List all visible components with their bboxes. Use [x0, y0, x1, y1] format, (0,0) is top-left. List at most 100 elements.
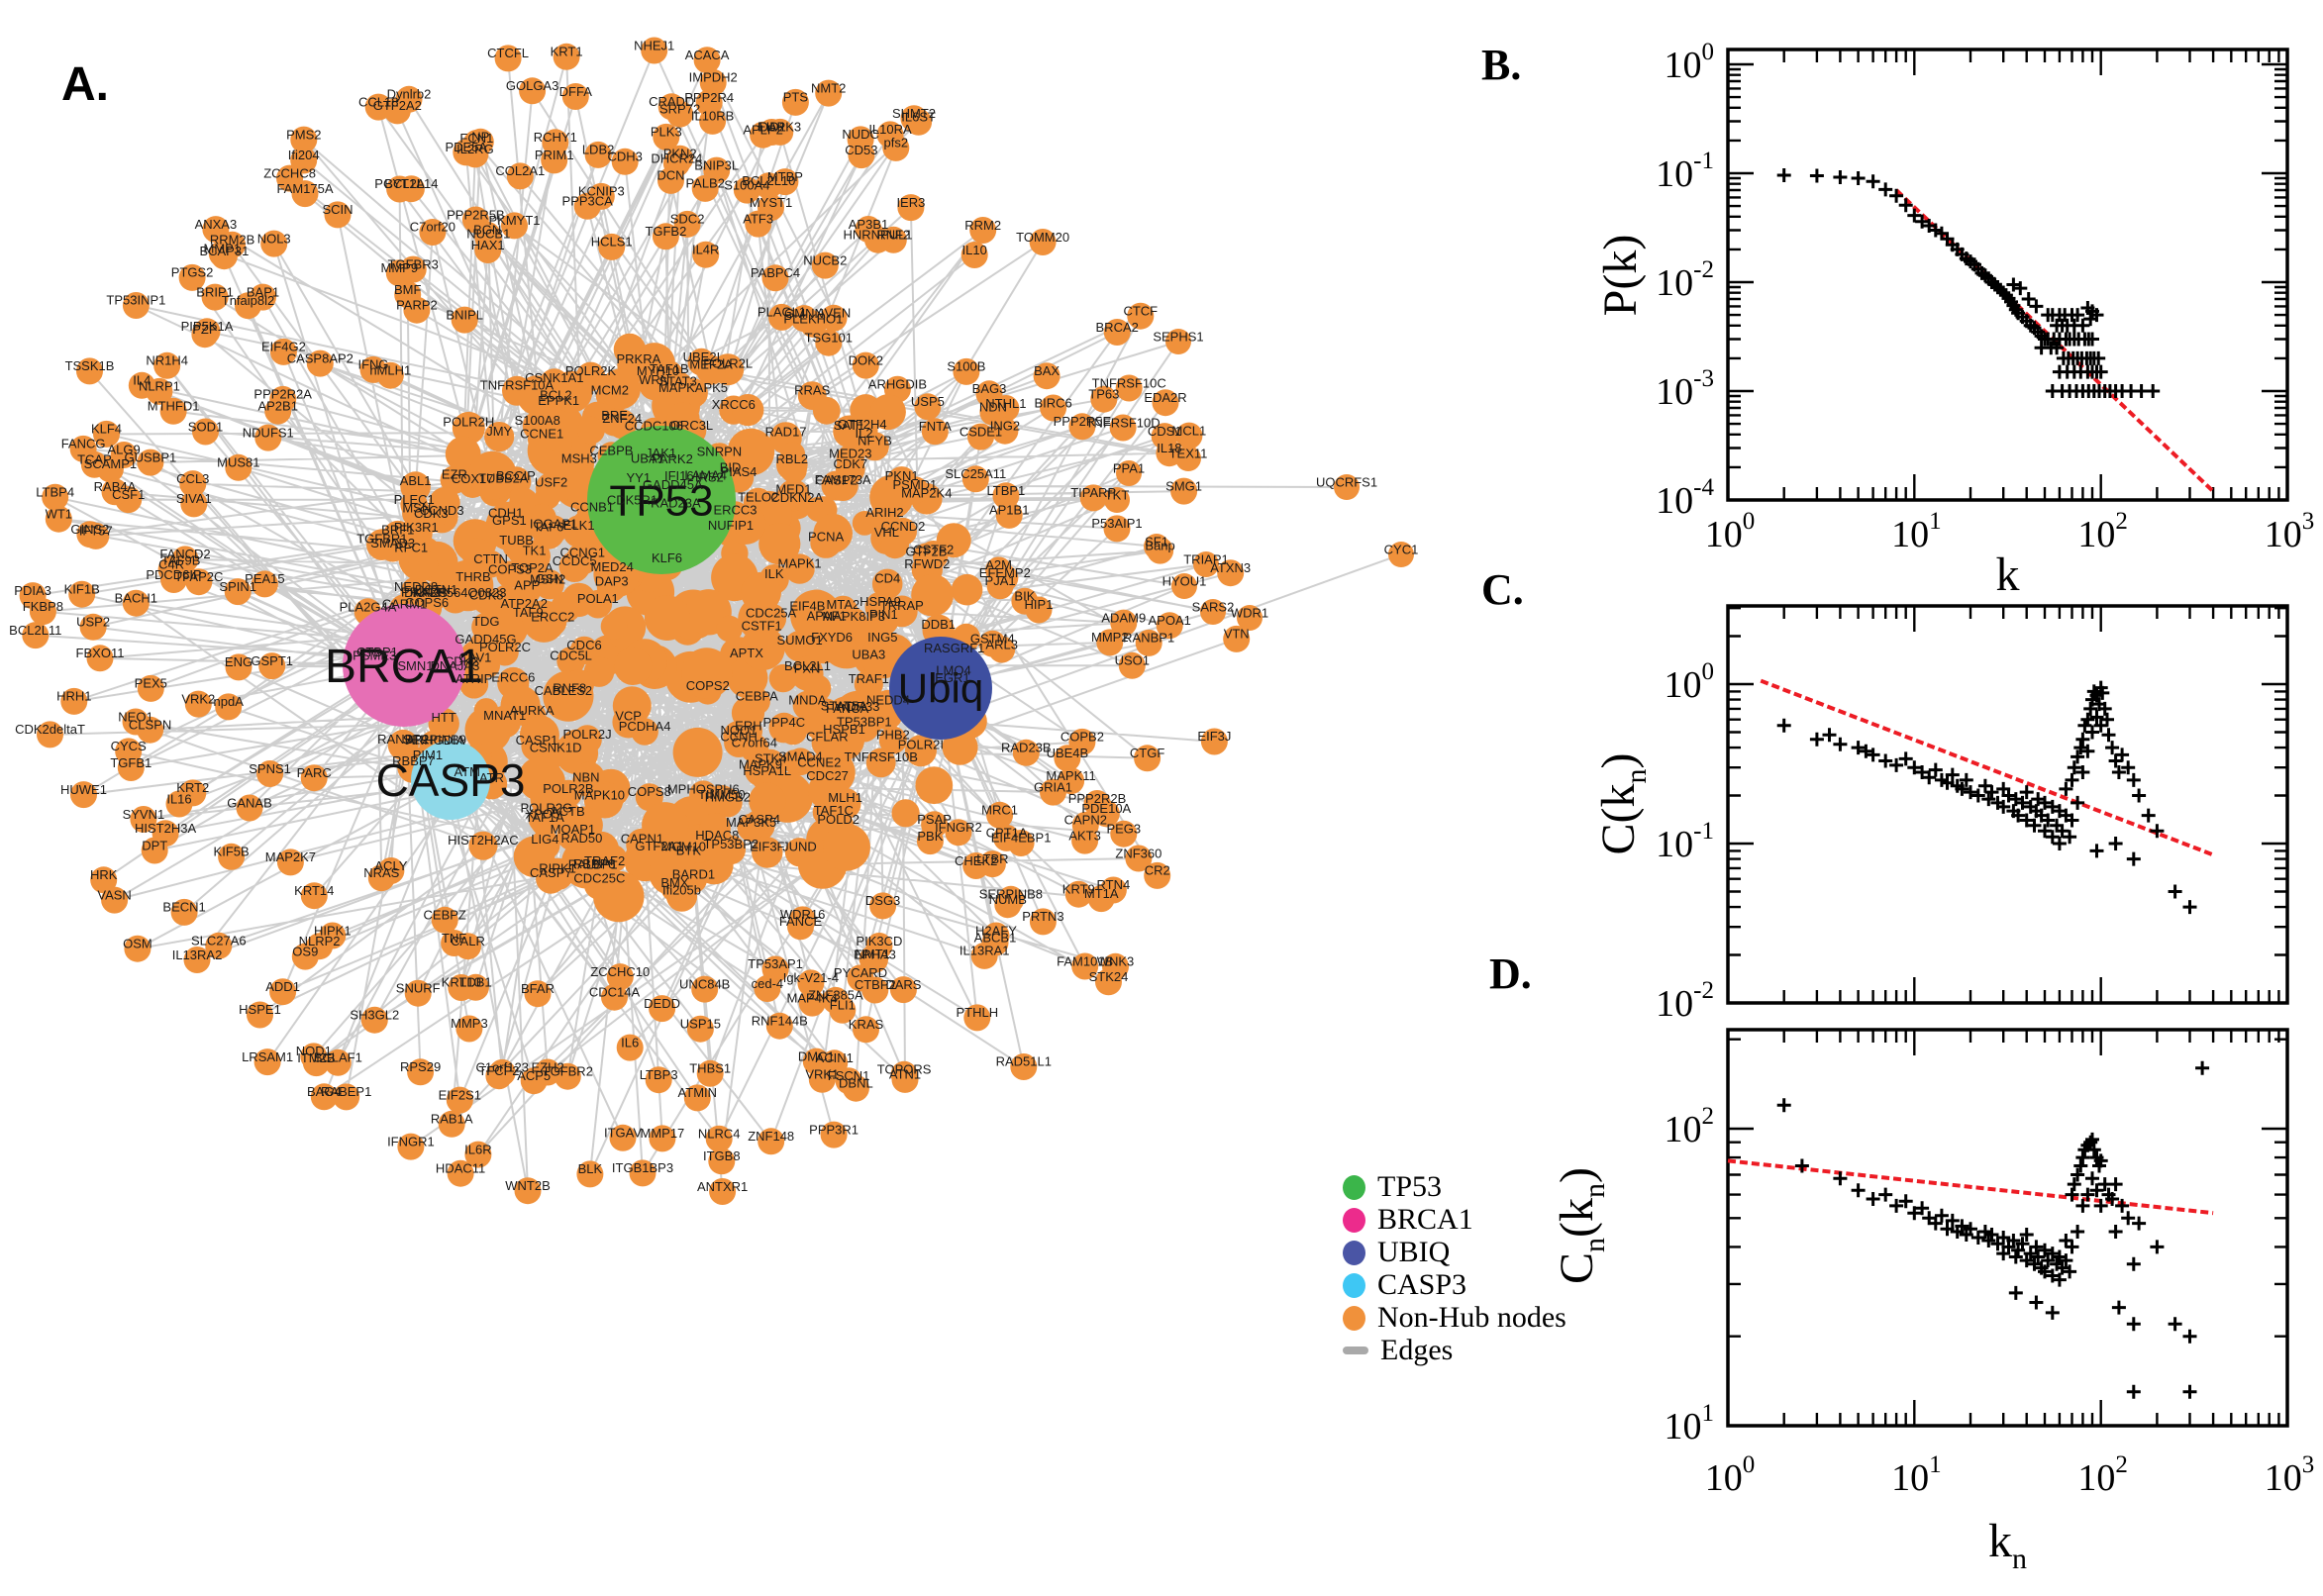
- node-label: MUS81: [217, 455, 259, 470]
- node-label: ANXA3: [195, 217, 238, 232]
- panel-b-label: B.: [1481, 41, 1522, 89]
- network-node-unlabeled: [560, 838, 612, 889]
- network-node: [784, 553, 815, 584]
- network-node-unlabeled: [781, 749, 807, 774]
- node-label: RIPK1: [539, 860, 576, 875]
- node-label: APTX: [730, 646, 763, 660]
- network-node: [969, 217, 997, 244]
- node-label: PPP4C: [762, 715, 805, 730]
- network-node: [815, 79, 843, 107]
- network-node: [1110, 609, 1138, 637]
- network-node: [1156, 612, 1183, 640]
- node-label: COPS6: [405, 595, 449, 610]
- node-label: RABEP1: [321, 1084, 371, 1099]
- node-label: PPP3CA: [562, 194, 614, 209]
- axis-title: kn: [1988, 1515, 2027, 1575]
- node-label: MAPKAPK5: [658, 380, 728, 395]
- network-node: [1033, 362, 1060, 390]
- network-node: [554, 1062, 581, 1090]
- node-label: Dynlrb2: [387, 87, 432, 102]
- node-label: HDAC11: [436, 1161, 485, 1176]
- node-label: NFYB: [858, 434, 892, 449]
- network-node: [1193, 551, 1219, 577]
- node-label: APAF1: [807, 608, 847, 623]
- network-node: [1092, 800, 1120, 828]
- node-label: SMAD3: [370, 536, 415, 550]
- hub-node-casp3: [411, 741, 490, 820]
- network-node: [978, 630, 1006, 657]
- node-label: KRAS: [849, 1017, 884, 1032]
- node-label: DBNL: [839, 1076, 873, 1091]
- node-label: BGN: [473, 223, 501, 238]
- node-label: BAG3: [972, 381, 1007, 396]
- node-label: TAF6: [533, 520, 563, 535]
- network-node-unlabeled: [731, 696, 765, 730]
- node-label: CARM1: [382, 597, 428, 612]
- node-label: COPS3: [488, 562, 532, 577]
- node-label: BCL2L10: [742, 173, 795, 188]
- network-node: [447, 1159, 474, 1187]
- node-label: CSDE1: [960, 424, 1002, 439]
- node-label: TNFRSF10C: [1092, 375, 1166, 390]
- network-node-unlabeled: [681, 648, 733, 699]
- network-node: [997, 885, 1025, 913]
- network-node-unlabeled: [518, 756, 563, 802]
- node-label: CTTN: [473, 551, 508, 566]
- node-label: STAT3: [658, 373, 697, 388]
- node-label: GSTM4: [970, 632, 1015, 647]
- node-label: GTF2H4: [838, 417, 887, 432]
- node-label: NOD1: [296, 1044, 332, 1058]
- node-label: XRCC6: [712, 397, 756, 412]
- network-node: [864, 591, 896, 623]
- axis-title: k: [1996, 549, 2020, 601]
- node-label: ADAM9: [1101, 610, 1146, 625]
- network-node: [453, 139, 480, 166]
- legend-item-casp3: CASP3: [1343, 1268, 1566, 1301]
- node-label: MAP2K7: [265, 849, 316, 864]
- node-label: TRRAP: [880, 598, 924, 613]
- node-label: TEX11: [1169, 446, 1208, 460]
- node-label: ENG: [225, 654, 252, 669]
- node-label: BNIPL: [446, 307, 483, 322]
- node-label: WNT2B: [505, 1178, 551, 1193]
- node-label: CALR: [451, 934, 485, 948]
- network-node: [1156, 440, 1183, 467]
- network-node: [208, 240, 236, 267]
- panel-d-label: D.: [1489, 949, 1532, 998]
- node-label: ERH: [735, 719, 761, 734]
- node-label: BIK: [1014, 589, 1035, 604]
- node-label: NUDC: [842, 127, 879, 142]
- network-node: [1102, 952, 1129, 980]
- network-node: [324, 201, 352, 229]
- network-node: [799, 310, 827, 338]
- node-label: MEF2A: [689, 357, 733, 372]
- network-node: [601, 983, 628, 1011]
- node-label: CCNE1: [520, 427, 563, 442]
- node-label: USO1: [1115, 653, 1150, 668]
- network-node: [889, 976, 917, 1004]
- network-node: [611, 148, 639, 175]
- network-node: [254, 424, 282, 451]
- node-label: PIN1: [869, 607, 898, 622]
- network-node: [218, 843, 246, 870]
- network-node-unlabeled: [522, 600, 565, 643]
- node-label: UBA3: [852, 647, 885, 661]
- node-label: VASN: [97, 887, 131, 902]
- node-label: RANBP1: [1123, 631, 1174, 646]
- network-node: [993, 824, 1021, 851]
- network-node-unlabeled: [464, 706, 512, 753]
- network-node: [693, 47, 721, 74]
- network-node: [101, 886, 129, 914]
- node-label: WDR16: [780, 907, 826, 922]
- node-label: BTK: [676, 843, 702, 857]
- node-label: DFFA: [559, 84, 593, 99]
- network-node-unlabeled: [500, 685, 541, 726]
- node-label: POLR2L: [703, 356, 753, 371]
- node-swatch-icon: [1343, 1174, 1365, 1200]
- node-label: CDK2deltaT: [15, 722, 85, 737]
- legend-label: Edges: [1380, 1334, 1454, 1366]
- node-label: C7orf20: [410, 220, 455, 235]
- node-label: BRE: [601, 408, 628, 423]
- node-label: SPNS1: [249, 761, 291, 776]
- node-label: SPIN1: [219, 579, 256, 594]
